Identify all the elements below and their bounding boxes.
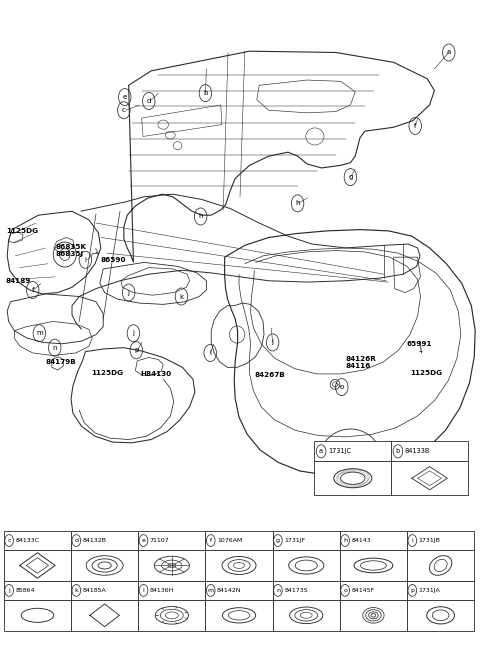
Text: h: h bbox=[295, 200, 300, 207]
Text: j: j bbox=[128, 289, 130, 296]
Bar bbox=[273, 600, 340, 631]
Text: j: j bbox=[272, 339, 274, 346]
Text: 84189: 84189 bbox=[6, 277, 31, 284]
Bar bbox=[71, 550, 138, 581]
Text: H84130: H84130 bbox=[140, 371, 171, 377]
Text: c: c bbox=[7, 538, 11, 543]
Text: 84126R
84116: 84126R 84116 bbox=[346, 356, 376, 369]
Text: 1731JA: 1731JA bbox=[419, 588, 440, 593]
Bar bbox=[391, 461, 468, 495]
Text: n: n bbox=[276, 588, 280, 593]
Text: j: j bbox=[132, 330, 134, 337]
Bar bbox=[340, 550, 407, 581]
Text: l: l bbox=[209, 350, 211, 356]
Text: c: c bbox=[122, 107, 126, 113]
Bar bbox=[4, 531, 71, 550]
Bar bbox=[71, 531, 138, 550]
Text: o: o bbox=[343, 588, 347, 593]
Bar bbox=[205, 531, 273, 550]
Text: 84132B: 84132B bbox=[83, 538, 107, 543]
Text: n: n bbox=[52, 344, 57, 351]
Text: 84143: 84143 bbox=[351, 538, 371, 543]
Text: 84142N: 84142N bbox=[217, 588, 241, 593]
Bar bbox=[340, 600, 407, 631]
Text: 84173S: 84173S bbox=[284, 588, 308, 593]
Bar bbox=[273, 550, 340, 581]
Text: 84185A: 84185A bbox=[83, 588, 106, 593]
Bar bbox=[4, 581, 71, 600]
Text: 1731JC: 1731JC bbox=[328, 448, 351, 455]
Text: 84133C: 84133C bbox=[15, 538, 39, 543]
Bar bbox=[71, 600, 138, 631]
Text: p: p bbox=[134, 347, 139, 354]
Text: k: k bbox=[74, 588, 78, 593]
Text: e: e bbox=[123, 94, 127, 100]
Text: 85864: 85864 bbox=[15, 588, 35, 593]
Text: 1125DG: 1125DG bbox=[6, 228, 38, 234]
Bar bbox=[4, 600, 71, 631]
Text: 71107: 71107 bbox=[150, 538, 169, 543]
Bar bbox=[273, 531, 340, 550]
Bar bbox=[205, 600, 273, 631]
Bar bbox=[407, 531, 474, 550]
Text: b: b bbox=[203, 90, 208, 96]
Text: m: m bbox=[36, 330, 43, 337]
Text: 1731JB: 1731JB bbox=[419, 538, 441, 543]
Text: 65991: 65991 bbox=[406, 341, 432, 348]
Text: g: g bbox=[276, 538, 280, 543]
Text: m: m bbox=[208, 588, 214, 593]
Bar bbox=[205, 550, 273, 581]
Bar bbox=[4, 550, 71, 581]
Bar bbox=[340, 531, 407, 550]
Bar bbox=[273, 581, 340, 600]
Bar bbox=[314, 461, 391, 495]
Text: 84136H: 84136H bbox=[150, 588, 174, 593]
Text: 1731JF: 1731JF bbox=[284, 538, 305, 543]
Text: 86835K
86835J: 86835K 86835J bbox=[55, 244, 86, 257]
Text: h: h bbox=[198, 213, 203, 220]
Text: 1076AM: 1076AM bbox=[217, 538, 242, 543]
Bar bbox=[314, 441, 391, 461]
Text: d: d bbox=[146, 98, 151, 104]
Bar bbox=[205, 581, 273, 600]
Text: 84179B: 84179B bbox=[46, 359, 76, 365]
Text: f: f bbox=[210, 538, 212, 543]
Bar bbox=[407, 600, 474, 631]
Text: o: o bbox=[340, 384, 344, 390]
Text: f: f bbox=[31, 287, 34, 293]
Text: 86590: 86590 bbox=[101, 256, 126, 263]
Text: j: j bbox=[8, 588, 10, 593]
Text: i: i bbox=[411, 538, 413, 543]
Text: d: d bbox=[74, 538, 78, 543]
Bar bbox=[138, 600, 205, 631]
Bar bbox=[340, 581, 407, 600]
Text: p: p bbox=[410, 588, 414, 593]
Text: g: g bbox=[348, 174, 353, 180]
Bar bbox=[138, 531, 205, 550]
Text: 84267B: 84267B bbox=[254, 372, 285, 379]
Bar bbox=[138, 581, 205, 600]
Text: b: b bbox=[396, 448, 400, 455]
Text: e: e bbox=[142, 538, 145, 543]
Text: 1125DG: 1125DG bbox=[410, 369, 443, 376]
Text: a: a bbox=[319, 448, 323, 455]
Bar bbox=[407, 550, 474, 581]
Text: k: k bbox=[180, 293, 183, 300]
Text: 84145F: 84145F bbox=[351, 588, 374, 593]
Text: i: i bbox=[84, 256, 86, 263]
Text: 84133B: 84133B bbox=[405, 448, 430, 455]
Text: h: h bbox=[343, 538, 347, 543]
Bar bbox=[71, 581, 138, 600]
Text: l: l bbox=[143, 588, 144, 593]
Bar bbox=[391, 441, 468, 461]
Bar bbox=[407, 581, 474, 600]
Bar bbox=[138, 550, 205, 581]
Text: a: a bbox=[447, 49, 451, 56]
Text: 1125DG: 1125DG bbox=[91, 369, 123, 376]
Text: f: f bbox=[414, 123, 417, 129]
